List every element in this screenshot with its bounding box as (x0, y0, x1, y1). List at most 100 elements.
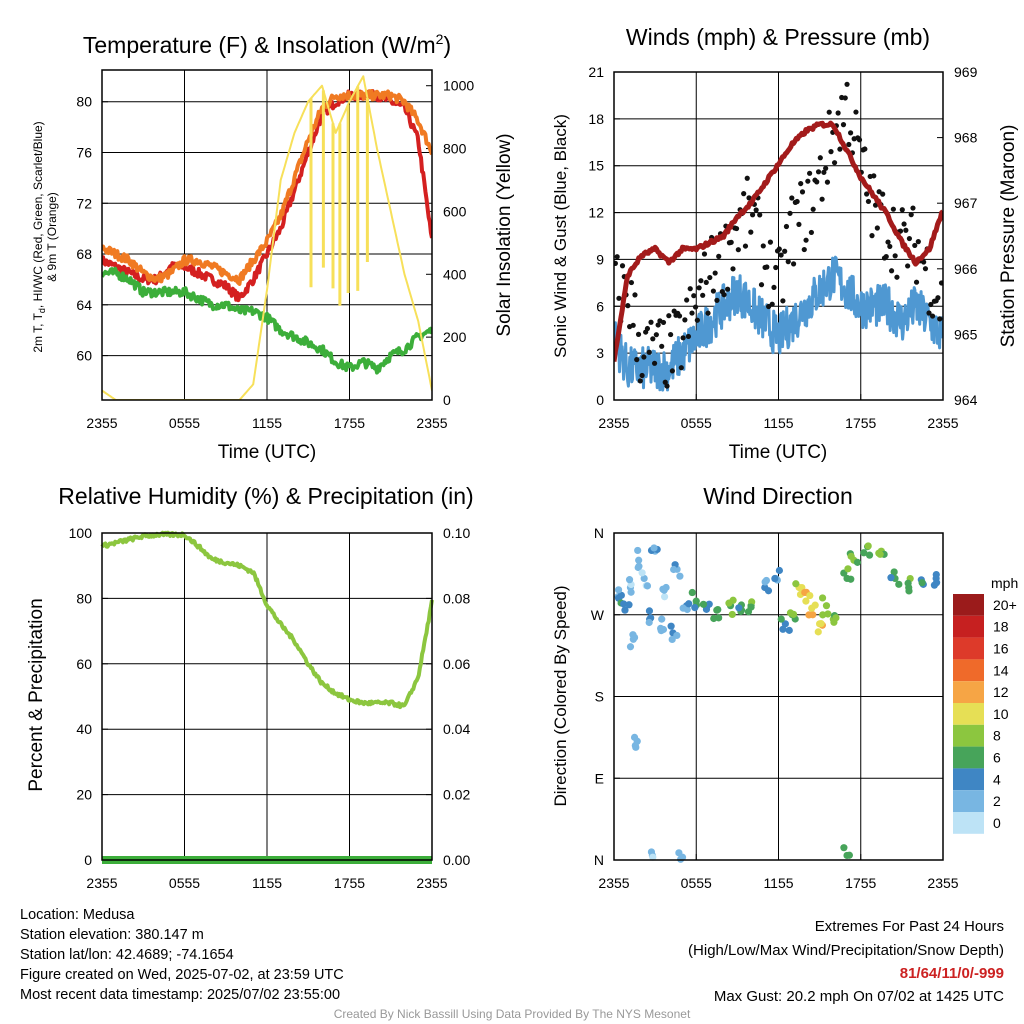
direction-point (747, 603, 755, 611)
gust-point (714, 297, 720, 303)
colorbar-swatch (953, 594, 984, 616)
series-line-solar-insolation (102, 75, 432, 400)
direction-point (876, 550, 884, 558)
y-tick-label: 12 (588, 205, 604, 221)
gust-point (810, 206, 816, 212)
y-tick-label: 68 (76, 246, 92, 262)
y-tick-label: 64 (76, 297, 92, 313)
direction-point (853, 558, 862, 566)
gust-point (901, 221, 907, 227)
gust-point (864, 191, 870, 197)
direction-point (668, 635, 676, 644)
gust-point (871, 173, 877, 179)
direction-ylabel-left: Direction (Colored By Speed) (551, 585, 570, 806)
gust-point (814, 179, 820, 185)
gust-point (892, 253, 898, 259)
x-tick-label: 1155 (252, 875, 282, 891)
direction-point (632, 743, 640, 751)
gust-point (662, 379, 668, 385)
temperature-xlabel: Time (UTC) (218, 442, 317, 463)
gust-point (938, 280, 943, 286)
gust-point (908, 212, 914, 218)
gust-point (819, 196, 825, 202)
gust-point (700, 292, 706, 298)
direction-point (932, 570, 940, 579)
direction-point (887, 574, 895, 582)
direction-point (789, 610, 798, 618)
y-tick-label: 0 (596, 392, 604, 408)
direction-point (890, 568, 898, 576)
direction-point (728, 610, 736, 619)
y-right-tick-label: 968 (954, 130, 978, 146)
gust-point (794, 198, 800, 205)
gust-point (853, 109, 859, 115)
y-tick-label: 80 (76, 590, 92, 606)
gust-point (785, 259, 791, 265)
series-line-td (102, 266, 432, 375)
y-right-tick-label: 0.10 (443, 525, 470, 541)
gust-point (796, 221, 802, 228)
gust-point (748, 229, 754, 235)
gust-point (817, 155, 823, 161)
direction-point (805, 611, 813, 619)
footer-elevation: Station elevation: 380.147 m (20, 927, 204, 943)
gust-point (805, 178, 811, 184)
gust-point (730, 266, 736, 272)
direction-point (845, 851, 853, 859)
direction-point (818, 594, 827, 602)
direction-point (779, 625, 787, 633)
plot-frame (613, 71, 944, 401)
gust-point (778, 252, 784, 258)
gust-point (678, 365, 684, 371)
temperature-ylabel-left: 2m T, Td, HI/WC (Red, Green, Scarlet/Blu… (31, 121, 47, 352)
footer-created: Figure created on Wed, 2025-07-02, at 23… (20, 967, 344, 983)
gust-point (744, 175, 750, 181)
y-right-tick-label: 0.04 (443, 721, 470, 737)
gust-point (735, 247, 741, 253)
y-tick-label: 60 (76, 656, 92, 672)
gust-point (644, 325, 651, 332)
direction-point (814, 628, 822, 636)
gust-point (885, 239, 891, 245)
colorbar-label: 12 (993, 684, 1009, 700)
direction-point (918, 579, 926, 587)
colorbar-label: 20+ (993, 597, 1017, 613)
gust-point (696, 285, 702, 291)
footer-latlon: Station lat/lon: 42.4689; -74.1654 (20, 947, 234, 963)
gust-point (650, 336, 656, 342)
gust-point (703, 279, 709, 286)
gust-point (783, 223, 790, 230)
direction-point (691, 604, 699, 612)
y-right-tick-label: 600 (443, 203, 467, 219)
colorbar-swatch (953, 681, 984, 703)
series-line-station-pressure (614, 120, 943, 362)
y-tick-label: N (594, 525, 604, 541)
gust-point (716, 253, 722, 259)
gust-point (815, 169, 822, 175)
gust-point (905, 263, 911, 269)
plot-area (102, 75, 432, 400)
colorbar-label: 0 (993, 815, 1001, 831)
gust-point (635, 331, 642, 337)
colorbar-swatch (953, 615, 984, 638)
gust-point (614, 254, 620, 260)
plot-area (614, 542, 941, 863)
gust-point (614, 260, 618, 266)
gust-point (821, 169, 827, 175)
gust-point (676, 313, 683, 319)
y-right-tick-label: 0.06 (443, 656, 470, 672)
gust-point (894, 274, 900, 280)
gust-point (728, 239, 734, 245)
gust-point (801, 246, 807, 253)
direction-point (781, 620, 789, 628)
gust-point (906, 235, 913, 242)
colorbar-label: 8 (993, 728, 1001, 744)
gust-point (915, 239, 921, 245)
direction-point (822, 602, 831, 610)
y-tick-label: 100 (69, 525, 93, 541)
x-tick-label: 1155 (763, 415, 793, 431)
gust-point (733, 225, 740, 232)
x-tick-label: 1755 (334, 415, 365, 431)
gust-point (619, 263, 626, 269)
gust-point (725, 286, 731, 292)
